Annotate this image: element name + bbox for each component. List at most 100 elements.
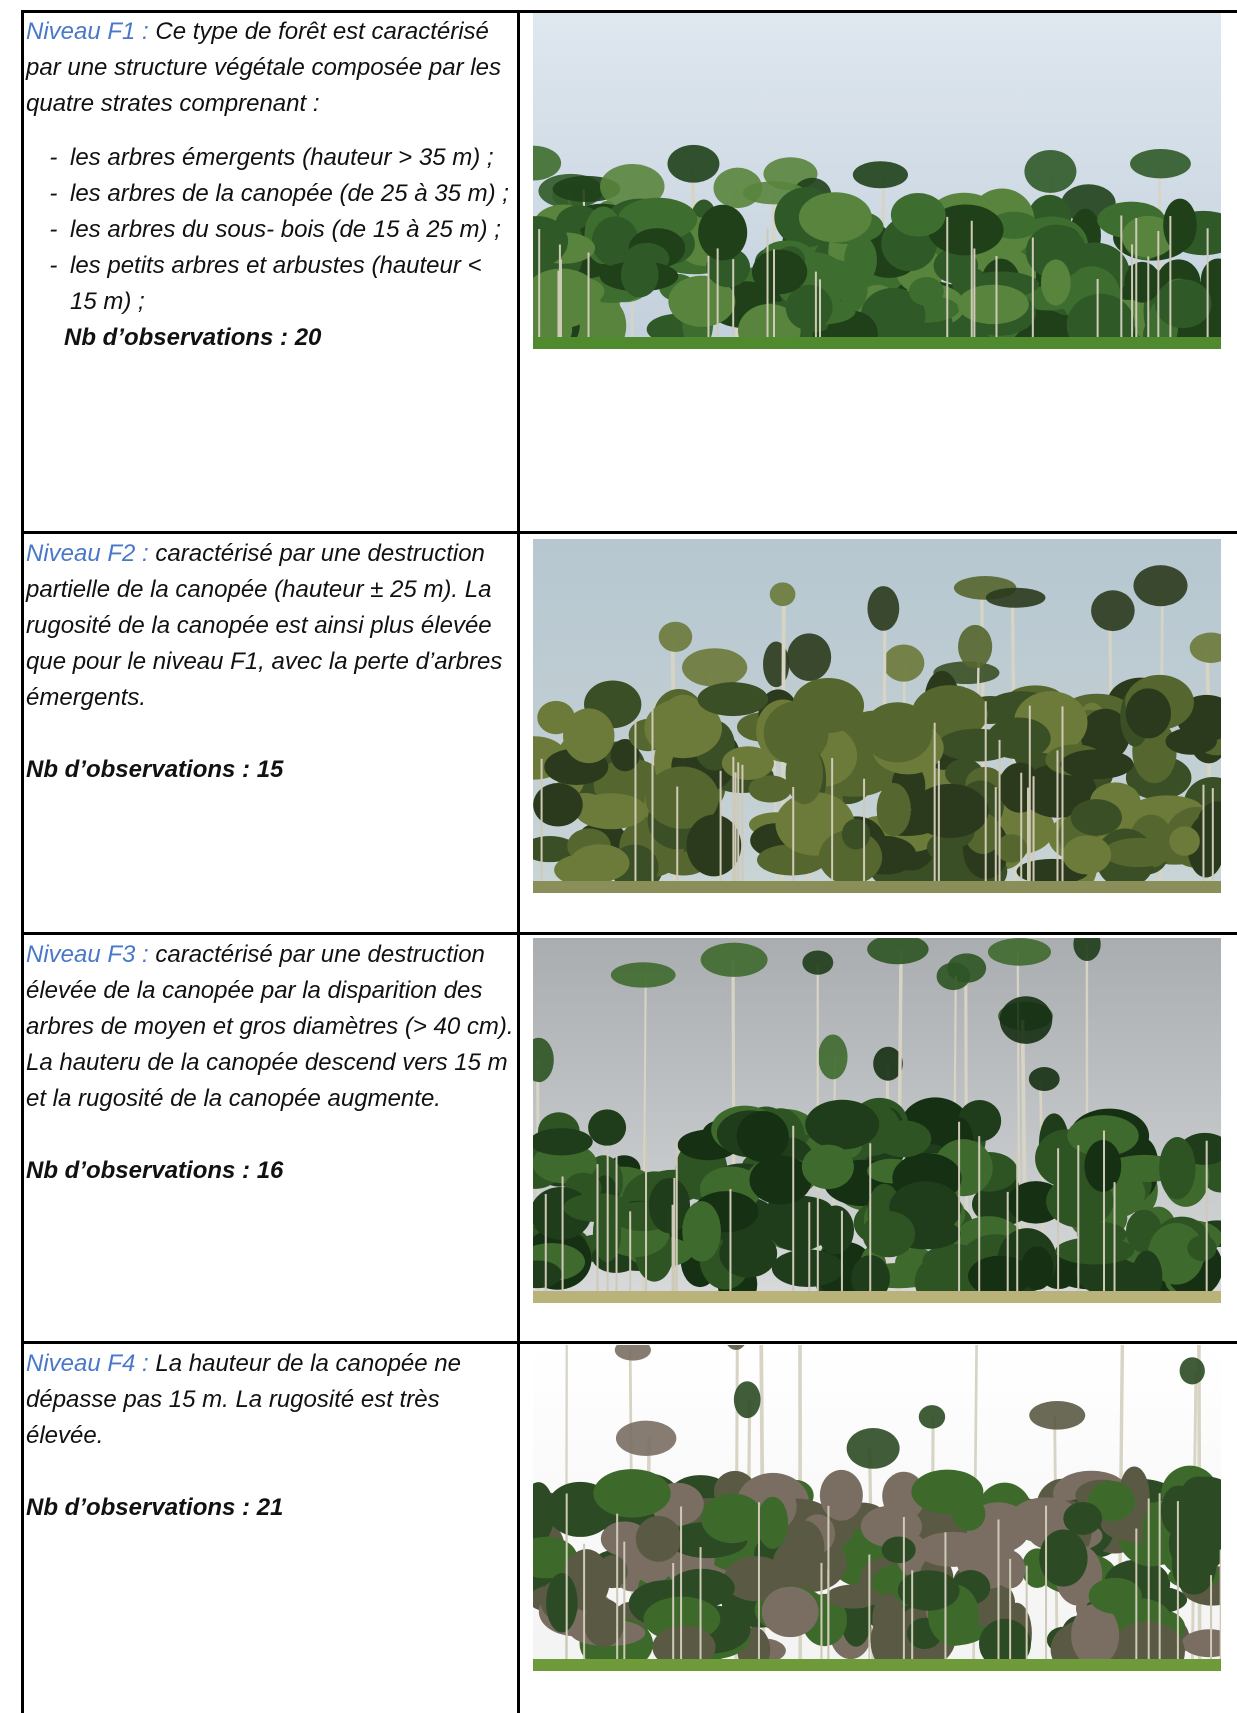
foliage <box>748 775 792 803</box>
foliage <box>1067 1115 1139 1157</box>
description: Ce type de forêt est caractérisé par une… <box>26 18 501 117</box>
crown <box>818 1034 848 1080</box>
foliage <box>1055 1237 1135 1265</box>
observations: Nb d’observations : 16 <box>26 1157 284 1184</box>
foliage <box>533 1260 563 1289</box>
foliage <box>697 682 769 717</box>
crown <box>682 648 748 687</box>
foliage <box>1163 198 1197 252</box>
foliage <box>1124 261 1161 303</box>
foliage <box>583 1598 625 1647</box>
description: La hauteur de la canopée ne dépasse pas … <box>26 1350 461 1449</box>
crown <box>786 633 832 681</box>
foliage <box>1125 688 1171 739</box>
foliage <box>915 1531 991 1567</box>
foliage <box>798 192 872 243</box>
level: Niveau F2 : <box>26 540 149 567</box>
foliage <box>862 1211 916 1258</box>
foliage <box>546 1572 578 1633</box>
foliage <box>533 783 583 827</box>
foliage <box>995 834 1028 863</box>
foliage <box>986 717 1051 760</box>
forest-photo <box>533 938 1221 1303</box>
foliage <box>1039 1529 1088 1587</box>
observations: Nb d’observations : 20 <box>64 324 322 351</box>
crown <box>615 1420 677 1456</box>
level: Niveau F3 : <box>26 941 149 968</box>
foliage <box>1109 1621 1185 1671</box>
crown <box>987 938 1052 966</box>
foliage <box>620 252 659 298</box>
forest-photo <box>533 13 1221 349</box>
border <box>21 10 1237 13</box>
foliage <box>1165 727 1217 755</box>
foliage <box>792 677 865 733</box>
border <box>21 1341 1237 1344</box>
foliage <box>1040 259 1071 306</box>
foliage <box>574 793 648 830</box>
crown <box>700 942 768 977</box>
foliage <box>784 1520 825 1575</box>
row-text: Niveau F2 : caractérisé par une destruct… <box>26 536 514 788</box>
forest-photo <box>533 1345 1221 1671</box>
foliage <box>593 1469 671 1518</box>
foliage <box>771 1249 844 1288</box>
foliage <box>816 1205 855 1255</box>
foliage <box>751 249 808 295</box>
border <box>21 10 24 1713</box>
crown <box>936 962 971 991</box>
foliage <box>618 197 698 241</box>
row-text: Niveau F4 : La hauteur de la canopée ne … <box>26 1346 514 1526</box>
level: Niveau F1 : <box>26 18 149 45</box>
crown <box>667 144 720 183</box>
border <box>517 10 520 1713</box>
foliage <box>682 1201 721 1262</box>
ground <box>533 337 1221 349</box>
foliage <box>1060 749 1134 780</box>
crown <box>1189 632 1221 663</box>
crown <box>727 1345 745 1350</box>
foliage <box>872 1593 905 1645</box>
crown <box>846 1428 900 1469</box>
foliage <box>890 193 946 237</box>
crown <box>1029 1401 1086 1430</box>
foliage <box>588 1109 627 1146</box>
list-item: les arbres émergents (hauteur > 35 m) ; <box>64 140 514 176</box>
foliage <box>1187 1235 1217 1261</box>
foliage <box>648 1177 691 1234</box>
foliage <box>897 1570 960 1611</box>
crown <box>999 996 1053 1044</box>
foliage <box>533 268 601 328</box>
foliage <box>785 743 824 805</box>
crown <box>985 587 1046 608</box>
foliage <box>533 1482 555 1544</box>
foliage <box>761 1586 819 1638</box>
crown <box>802 950 834 975</box>
foliage <box>914 1250 992 1303</box>
foliage <box>721 746 774 780</box>
crown <box>958 624 993 669</box>
crown <box>867 938 929 965</box>
crown <box>873 1046 903 1081</box>
foliage <box>875 1120 932 1158</box>
border <box>21 932 1237 935</box>
foliage <box>1025 224 1087 279</box>
foliage <box>1084 1140 1122 1192</box>
foliage <box>757 1496 789 1549</box>
foliage <box>841 818 871 850</box>
border <box>21 531 1237 534</box>
crown <box>1073 938 1101 961</box>
description: caractérisé par une destruction élevée d… <box>26 941 514 1112</box>
foliage <box>1148 1222 1205 1285</box>
foliage <box>933 247 979 284</box>
list-item: les arbres de la canopée (de 25 à 35 m) … <box>64 176 514 212</box>
foliage <box>719 1229 778 1278</box>
crown <box>1024 149 1077 193</box>
ground <box>533 1291 1221 1303</box>
foliage <box>968 1255 1032 1297</box>
foliage <box>1121 215 1175 258</box>
list-item: les petits arbres et arbustes (hauteur <… <box>64 248 514 320</box>
foliage <box>1131 1250 1163 1303</box>
